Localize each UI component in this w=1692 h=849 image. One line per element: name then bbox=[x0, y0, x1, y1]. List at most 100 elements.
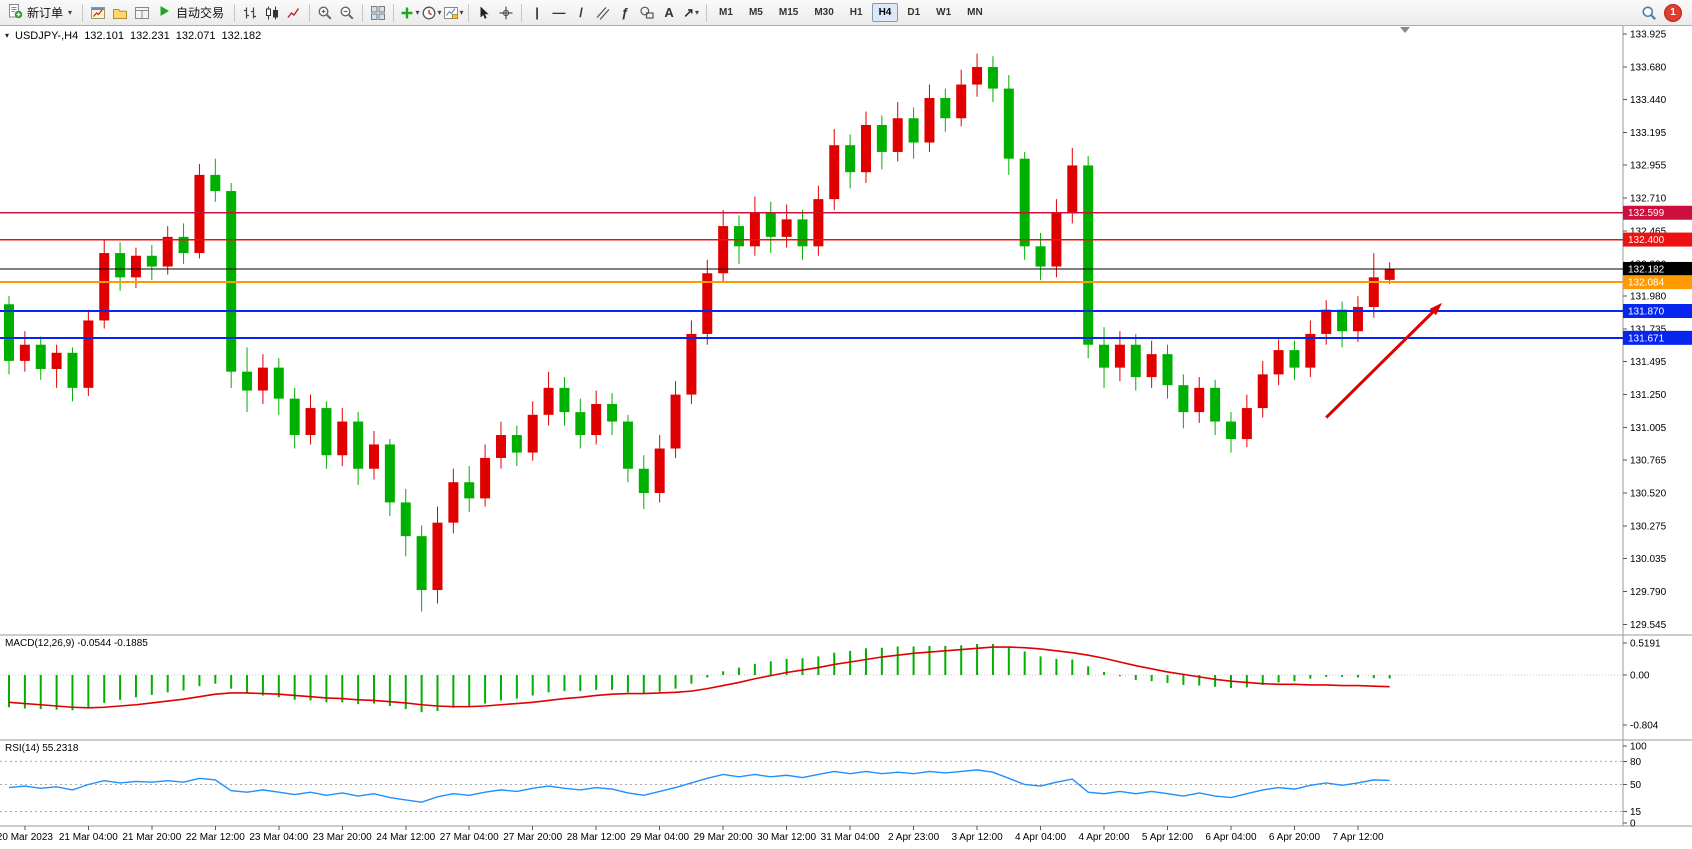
price-axis[interactable]: 133.925 133.680 133.440 133.195 132.955 132.7… bbox=[1623, 30, 1667, 631]
toolbar-separator bbox=[82, 3, 84, 22]
price-tick-label: 131.495 bbox=[1630, 357, 1667, 368]
time-tick-label: 29 Mar 20:00 bbox=[694, 832, 753, 843]
timeframe-m30[interactable]: M30 bbox=[814, 7, 834, 18]
folder-icon bbox=[112, 5, 128, 21]
candle-body bbox=[416, 536, 427, 591]
trendline-icon[interactable]: / bbox=[570, 2, 592, 24]
bar-chart-icon[interactable] bbox=[239, 2, 261, 24]
rsi-tick-label: 50 bbox=[1630, 780, 1642, 791]
fibonacci-icon[interactable]: ƒ bbox=[614, 2, 636, 24]
candle-body bbox=[1273, 350, 1284, 375]
candle-body bbox=[162, 236, 173, 267]
indicators-button[interactable]: ▾ bbox=[398, 2, 420, 24]
price-tick-label: 130.520 bbox=[1630, 488, 1667, 499]
templates-button[interactable]: ▾ bbox=[442, 2, 464, 24]
arrows-icon[interactable]: ↗ ▾ bbox=[680, 2, 702, 24]
horizontal-line-icon-glyph: — bbox=[552, 5, 566, 20]
macd-histogram bbox=[8, 644, 1391, 713]
candle-body bbox=[1019, 158, 1030, 247]
new-order-icon bbox=[7, 3, 23, 22]
toolbar-separator bbox=[393, 3, 395, 22]
horizontal-line-icon[interactable]: — bbox=[548, 2, 570, 24]
notifications-badge[interactable]: 1 bbox=[1664, 3, 1682, 22]
time-tick-label: 27 Mar 04:00 bbox=[440, 832, 499, 843]
tile-icon bbox=[370, 5, 386, 21]
price-line-label: 132.084 bbox=[1628, 278, 1665, 289]
candle-body bbox=[1114, 344, 1125, 368]
candle-body bbox=[908, 118, 919, 143]
price-tick-label: 129.545 bbox=[1630, 620, 1667, 631]
time-axis[interactable]: 20 Mar 2023 21 Mar 04:00 21 Mar 20:00 22 Ma… bbox=[0, 826, 1384, 843]
timeframe-m15[interactable]: M15 bbox=[778, 7, 799, 18]
collapse-icon[interactable]: ▾ bbox=[5, 31, 10, 40]
timeframe-m5[interactable]: M5 bbox=[748, 7, 763, 18]
candle-body bbox=[1099, 344, 1110, 368]
macd-scale[interactable]: 0.5191 0.00 -0.804 bbox=[1623, 638, 1661, 731]
symbol-period: USDJPY-,H4 bbox=[15, 30, 79, 42]
toolbar-separator bbox=[521, 3, 523, 22]
cursor-icon[interactable] bbox=[473, 2, 495, 24]
line-chart-icon bbox=[286, 5, 302, 21]
chart-shift-marker[interactable] bbox=[1400, 27, 1410, 33]
candle-body bbox=[384, 444, 395, 503]
periods-button[interactable]: ▾ bbox=[420, 2, 442, 24]
horizontal-line-132.400[interactable]: 132.400 bbox=[0, 232, 1692, 247]
time-tick-label: 5 Apr 12:00 bbox=[1142, 832, 1194, 843]
candle-body bbox=[1352, 306, 1363, 332]
timeframe-mn[interactable]: MN bbox=[967, 7, 983, 18]
text-icon[interactable]: A bbox=[658, 2, 680, 24]
timeframe-h1[interactable]: H1 bbox=[849, 7, 863, 18]
candle-body bbox=[353, 421, 364, 469]
candle-body bbox=[337, 421, 348, 456]
autotrading-button-label: 自动交易 bbox=[176, 6, 225, 20]
time-tick-label: 3 Apr 12:00 bbox=[951, 832, 1003, 843]
shapes-icon[interactable] bbox=[636, 2, 658, 24]
horizontal-line-131.671[interactable]: 131.671 bbox=[0, 330, 1692, 345]
tile-windows-icon[interactable] bbox=[367, 2, 389, 24]
timeframe-h4[interactable]: H4 bbox=[871, 3, 899, 22]
price-tick-label: 130.035 bbox=[1630, 554, 1667, 565]
horizontal-line-132.084[interactable]: 132.084 bbox=[0, 275, 1692, 290]
line-chart-icon[interactable] bbox=[283, 2, 305, 24]
autotrading-button[interactable]: 自动交易 bbox=[153, 2, 230, 24]
candle-body bbox=[305, 408, 316, 436]
candle-body bbox=[1067, 165, 1078, 213]
search-icon[interactable] bbox=[1638, 2, 1660, 24]
crosshair-icon[interactable] bbox=[495, 2, 517, 24]
candlestick-chart-icon[interactable] bbox=[261, 2, 283, 24]
data-window-icon[interactable] bbox=[131, 2, 153, 24]
candle-body bbox=[749, 212, 760, 247]
chevron-down-icon: ▾ bbox=[694, 8, 699, 17]
candle-body bbox=[194, 174, 205, 254]
timeframe-m1[interactable]: M1 bbox=[719, 7, 733, 18]
data-window-icon bbox=[134, 5, 150, 21]
rsi-scale[interactable]: 100 80 50 150 bbox=[1623, 742, 1647, 830]
candle-body bbox=[210, 174, 221, 192]
new-order-button[interactable]: 新订单 ▾ bbox=[4, 2, 78, 24]
horizontal-line-132.599[interactable]: 132.599 bbox=[0, 205, 1692, 220]
candle-body bbox=[369, 444, 380, 469]
vertical-line-icon[interactable]: | bbox=[526, 2, 548, 24]
equidistant-channel-icon[interactable] bbox=[592, 2, 614, 24]
candlesticks bbox=[4, 53, 1395, 612]
zoom-in-icon[interactable] bbox=[314, 2, 336, 24]
candle-body bbox=[321, 408, 332, 456]
candle-body bbox=[35, 344, 46, 369]
candle-body bbox=[83, 320, 94, 388]
horizontal-line-132.182[interactable]: 132.182 bbox=[0, 261, 1692, 276]
trend-arrow[interactable] bbox=[1325, 302, 1443, 419]
price-line-label-bg bbox=[1623, 304, 1692, 319]
new-chart-icon[interactable] bbox=[87, 2, 109, 24]
zoom-out-icon[interactable] bbox=[336, 2, 358, 24]
fibonacci-icon-glyph: ƒ bbox=[621, 5, 629, 20]
time-tick-label: 23 Mar 04:00 bbox=[249, 832, 308, 843]
timeframe-w1[interactable]: W1 bbox=[936, 7, 952, 18]
toolbar-separator bbox=[706, 3, 708, 22]
time-tick-label: 4 Apr 20:00 bbox=[1078, 832, 1130, 843]
time-tick-label: 21 Mar 04:00 bbox=[59, 832, 118, 843]
profiles-icon[interactable] bbox=[109, 2, 131, 24]
timeframe-d1[interactable]: D1 bbox=[907, 7, 921, 18]
price-tick-label: 131.735 bbox=[1630, 325, 1667, 336]
candle-body bbox=[1257, 374, 1268, 409]
horizontal-line-131.870[interactable]: 131.870 bbox=[0, 304, 1692, 319]
